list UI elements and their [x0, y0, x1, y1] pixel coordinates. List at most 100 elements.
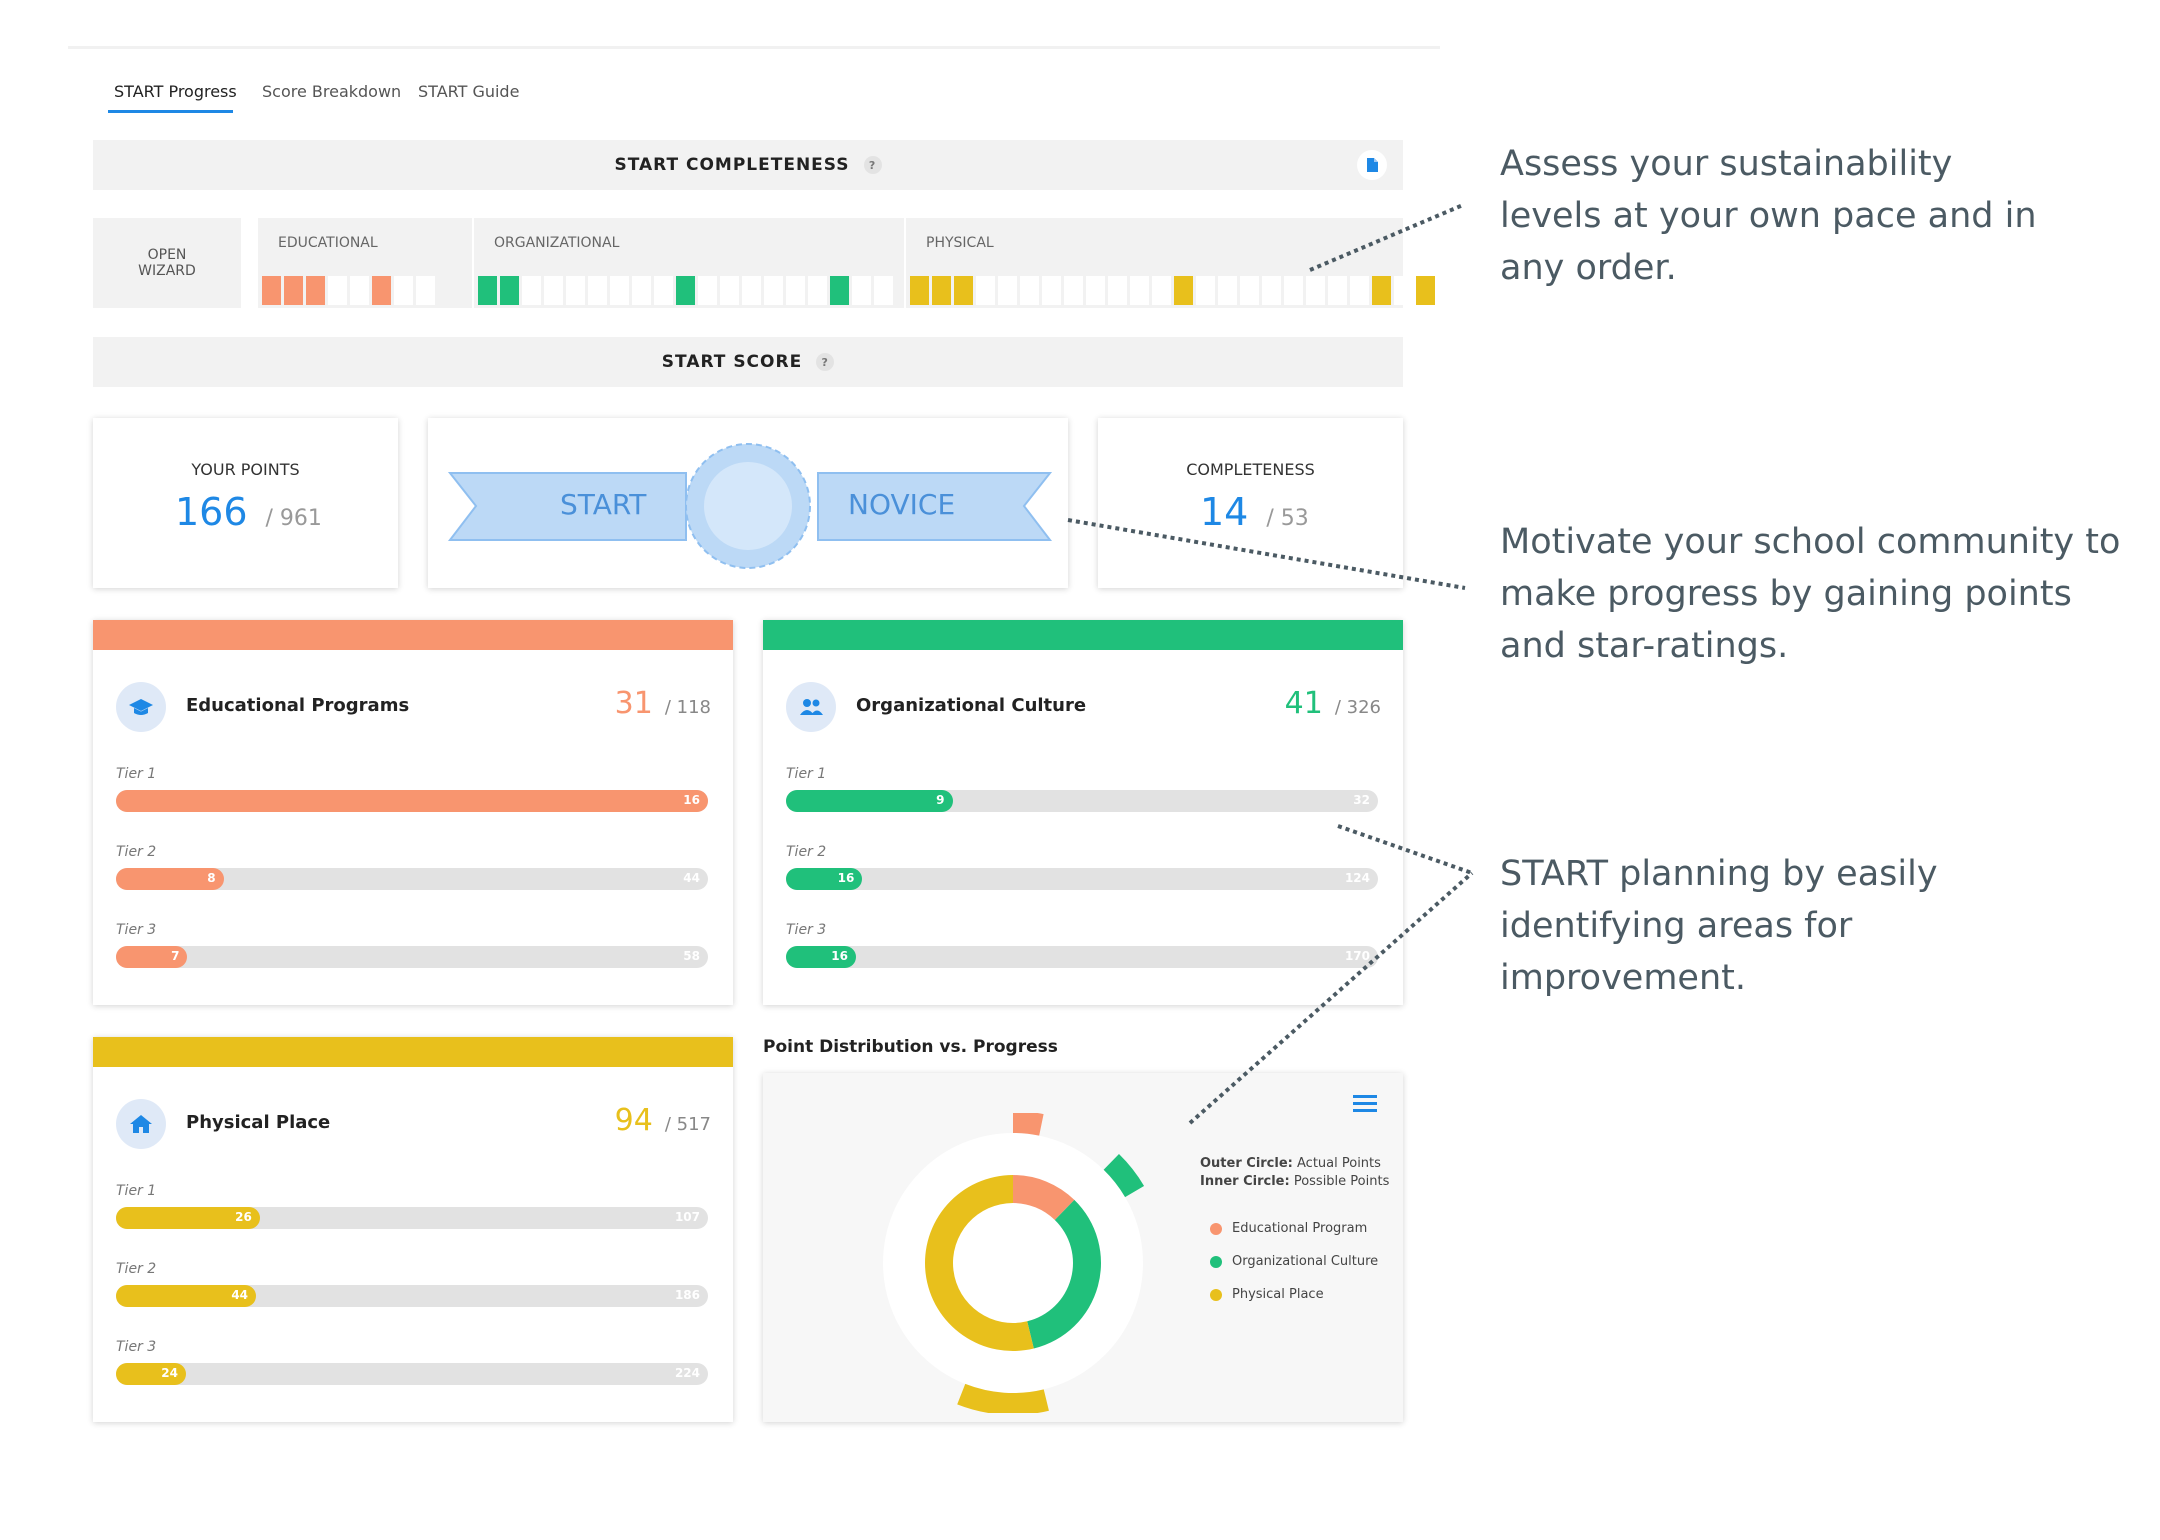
completeness-square[interactable] — [1262, 276, 1281, 305]
tab-start-guide[interactable]: START Guide — [418, 82, 520, 101]
completeness-square[interactable] — [610, 276, 629, 305]
physical-squares — [910, 276, 1435, 305]
completeness-square[interactable] — [1240, 276, 1259, 305]
home-icon — [116, 1099, 166, 1149]
completeness-square[interactable] — [522, 276, 541, 305]
rating-badge-card: START NOVICE — [428, 418, 1068, 588]
category-divider — [472, 218, 474, 308]
tier-max: 224 — [674, 1366, 700, 1380]
completeness-square[interactable] — [1394, 276, 1413, 305]
tier-progress-bar: 124 16 — [786, 868, 1378, 890]
completeness-square[interactable] — [954, 276, 973, 305]
category-title: Educational Programs — [186, 695, 410, 716]
completeness-square[interactable] — [306, 276, 325, 305]
completeness-square[interactable] — [720, 276, 739, 305]
completeness-square[interactable] — [566, 276, 585, 305]
outer-slice-1[interactable] — [1103, 1154, 1145, 1198]
category-max: / 118 — [664, 697, 711, 718]
tier-max: 32 — [1353, 793, 1370, 807]
inner-slice-0[interactable] — [1013, 1175, 1075, 1220]
tier-progress-fill: 16 — [786, 868, 863, 890]
completeness-square[interactable] — [284, 276, 303, 305]
completeness-square[interactable] — [874, 276, 893, 305]
category-score-row: 41 / 326 — [1285, 686, 1381, 721]
completeness-square[interactable] — [1020, 276, 1039, 305]
completeness-square[interactable] — [786, 276, 805, 305]
document-icon[interactable] — [1357, 150, 1387, 180]
question-icon[interactable]: ? — [816, 353, 835, 371]
completeness-square[interactable] — [1284, 276, 1303, 305]
completeness-square[interactable] — [588, 276, 607, 305]
completeness-square[interactable] — [1130, 276, 1149, 305]
completeness-square[interactable] — [262, 276, 281, 305]
completeness-square[interactable] — [632, 276, 651, 305]
category-color-bar — [763, 620, 1403, 650]
inner-slice-2[interactable] — [925, 1175, 1034, 1351]
completeness-square[interactable] — [654, 276, 673, 305]
organizational-group: ORGANIZATIONAL — [474, 218, 904, 308]
completeness-square[interactable] — [350, 276, 369, 305]
completeness-square[interactable] — [1306, 276, 1325, 305]
distribution-title: Point Distribution vs. Progress — [763, 1037, 1058, 1057]
completeness-square[interactable] — [932, 276, 951, 305]
tier-max: 44 — [683, 871, 700, 885]
completeness-square[interactable] — [394, 276, 413, 305]
completeness-square[interactable] — [852, 276, 871, 305]
category-color-bar — [93, 1037, 733, 1067]
completeness-square[interactable] — [1064, 276, 1083, 305]
tier-progress-fill: 24 — [116, 1363, 186, 1385]
outer-slice-2[interactable] — [957, 1383, 1049, 1413]
completeness-square[interactable] — [830, 276, 849, 305]
completeness-square[interactable] — [1174, 276, 1193, 305]
legend-item-educational[interactable]: Educational Program — [1210, 1221, 1378, 1236]
tier-value: 8 — [207, 871, 216, 885]
completeness-square[interactable] — [1086, 276, 1105, 305]
completeness-square[interactable] — [1350, 276, 1369, 305]
open-wizard-button[interactable]: OPEN WIZARD — [93, 218, 241, 308]
hamburger-menu-icon[interactable] — [1353, 1095, 1377, 1113]
completeness-square[interactable] — [1416, 276, 1435, 305]
completeness-square[interactable] — [1042, 276, 1061, 305]
completeness-square[interactable] — [698, 276, 717, 305]
tier-label: Tier 2 — [116, 844, 157, 860]
your-points-value-row: 166 / 961 — [175, 490, 322, 534]
completeness-square[interactable] — [1196, 276, 1215, 305]
badge-right-text: NOVICE — [848, 488, 956, 521]
completeness-square[interactable] — [976, 276, 995, 305]
completeness-square[interactable] — [764, 276, 783, 305]
physical-place-card: Physical Place 94 / 517 Tier 1 107 26 Tier 2 18… — [93, 1037, 733, 1422]
tier-value: 24 — [161, 1366, 178, 1380]
completeness-square[interactable] — [1218, 276, 1237, 305]
completeness-square[interactable] — [328, 276, 347, 305]
category-score: 94 — [614, 1103, 653, 1138]
completeness-square[interactable] — [1328, 276, 1347, 305]
completeness-square[interactable] — [544, 276, 563, 305]
completeness-square[interactable] — [416, 276, 435, 305]
completeness-square[interactable] — [676, 276, 695, 305]
completeness-square[interactable] — [372, 276, 391, 305]
inner-slice-1[interactable] — [1027, 1199, 1101, 1349]
completeness-square[interactable] — [910, 276, 929, 305]
completeness-square[interactable] — [478, 276, 497, 305]
outer-slice-0[interactable] — [1013, 1113, 1044, 1136]
legend-item-organizational[interactable]: Organizational Culture — [1210, 1254, 1378, 1269]
legend-item-physical[interactable]: Physical Place — [1210, 1287, 1378, 1302]
completeness-square[interactable] — [808, 276, 827, 305]
rating-ribbon — [447, 443, 1053, 569]
question-icon[interactable]: ? — [863, 156, 882, 174]
tab-score-breakdown[interactable]: Score Breakdown — [262, 82, 402, 101]
tier-progress-fill: 16 — [116, 790, 708, 812]
tier-value: 16 — [831, 949, 848, 963]
completeness-square[interactable] — [1372, 276, 1391, 305]
completeness-square[interactable] — [1152, 276, 1171, 305]
completeness-square[interactable] — [998, 276, 1017, 305]
distribution-donut-chart — [883, 1113, 1145, 1413]
completeness-value-row: 14 / 53 — [1200, 490, 1309, 534]
organizational-label: ORGANIZATIONAL — [494, 235, 620, 251]
chart-legend: Educational Program Organizational Cultu… — [1210, 1221, 1378, 1302]
completeness-square[interactable] — [500, 276, 519, 305]
completeness-square[interactable] — [742, 276, 761, 305]
your-points-label: YOUR POINTS — [191, 460, 300, 479]
tab-start-progress[interactable]: START Progress — [114, 82, 237, 101]
completeness-square[interactable] — [1108, 276, 1127, 305]
